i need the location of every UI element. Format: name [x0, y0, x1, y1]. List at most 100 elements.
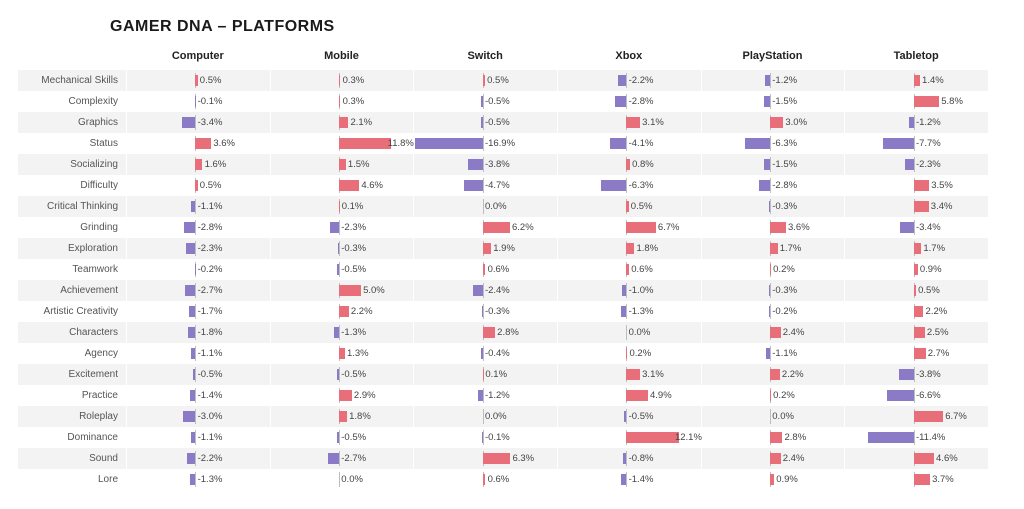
bar-negative	[481, 348, 483, 359]
chart-grid: ComputerMobileSwitchXboxPlayStationTable…	[18, 46, 988, 490]
value-label: -1.2%	[772, 70, 797, 91]
value-label: 3.6%	[788, 217, 810, 238]
bar-positive	[626, 117, 640, 128]
bar-positive	[914, 96, 939, 107]
chart-cell: -1.5%	[701, 154, 845, 175]
bar-negative	[622, 285, 626, 296]
bar-negative	[464, 180, 483, 191]
axis-line	[626, 178, 627, 193]
chart-cell: -1.2%	[413, 385, 557, 406]
chart-cell: 1.9%	[413, 238, 557, 259]
row-label: Roleplay	[18, 406, 126, 427]
value-label: -0.2%	[772, 301, 797, 322]
value-label: -6.3%	[772, 133, 797, 154]
column-header: PlayStation	[701, 46, 845, 70]
axis-line	[339, 241, 340, 256]
value-label: 0.8%	[632, 154, 654, 175]
value-label: 2.4%	[783, 448, 805, 469]
chart-cell: -0.5%	[413, 91, 557, 112]
chart-cell: 4.6%	[844, 448, 988, 469]
chart-cell: 1.7%	[844, 238, 988, 259]
axis-line	[770, 94, 771, 109]
value-label: 0.0%	[341, 469, 363, 490]
axis-line	[626, 283, 627, 298]
chart-cell: 0.6%	[557, 259, 701, 280]
chart-cell: -2.2%	[557, 70, 701, 91]
bar-positive	[339, 96, 340, 107]
chart-cell: -1.3%	[557, 301, 701, 322]
value-label: -0.3%	[772, 196, 797, 217]
chart-cell: 0.8%	[557, 154, 701, 175]
bar-negative	[330, 222, 339, 233]
bar-negative	[481, 96, 483, 107]
chart-cell: 0.9%	[701, 469, 845, 490]
chart-cell: -1.1%	[126, 427, 270, 448]
chart-cell: 2.2%	[844, 301, 988, 322]
value-label: 1.6%	[205, 154, 227, 175]
bar-positive	[339, 117, 348, 128]
bar-positive	[339, 348, 345, 359]
axis-line	[339, 220, 340, 235]
bar-positive	[914, 327, 925, 338]
axis-line	[626, 304, 627, 319]
value-label: 3.1%	[642, 112, 664, 133]
bar-negative	[759, 180, 770, 191]
value-label: -1.1%	[198, 196, 223, 217]
axis-line	[483, 157, 484, 172]
axis-line	[914, 115, 915, 130]
bar-negative	[478, 390, 483, 401]
axis-line	[195, 304, 196, 319]
value-label: 12.1%	[675, 427, 702, 448]
bar-negative	[338, 243, 339, 254]
value-label: 1.4%	[922, 70, 944, 91]
value-label: 3.7%	[932, 469, 954, 490]
header-spacer	[18, 46, 126, 70]
chart-cell: -16.9%	[413, 133, 557, 154]
chart-cell: -1.0%	[557, 280, 701, 301]
chart-cell: 2.8%	[701, 427, 845, 448]
value-label: -4.7%	[485, 175, 510, 196]
bar-positive	[914, 264, 918, 275]
chart-cell: -2.3%	[844, 154, 988, 175]
bar-positive	[626, 369, 640, 380]
value-label: 0.0%	[485, 406, 507, 427]
value-label: -0.5%	[198, 364, 223, 385]
bar-positive	[483, 222, 510, 233]
axis-line	[339, 472, 340, 487]
value-label: -1.7%	[198, 301, 223, 322]
value-label: -16.9%	[485, 133, 515, 154]
bar-negative	[473, 285, 483, 296]
bar-positive	[914, 243, 921, 254]
bar-positive	[914, 411, 943, 422]
value-label: 0.9%	[920, 259, 942, 280]
bar-negative	[334, 327, 339, 338]
axis-line	[339, 451, 340, 466]
bar-negative	[468, 159, 483, 170]
chart-cell: -0.1%	[126, 91, 270, 112]
chart-cell: -11.4%	[844, 427, 988, 448]
column-header: Mobile	[270, 46, 414, 70]
chart-cell: -2.8%	[701, 175, 845, 196]
value-label: -2.3%	[341, 217, 366, 238]
value-label: -2.8%	[198, 217, 223, 238]
axis-line	[626, 73, 627, 88]
bar-positive	[339, 306, 349, 317]
value-label: 2.9%	[354, 385, 376, 406]
value-label: -0.4%	[485, 343, 510, 364]
bar-positive	[626, 201, 628, 212]
value-label: -3.0%	[198, 406, 223, 427]
bar-negative	[764, 96, 770, 107]
chart-cell: 0.1%	[270, 196, 414, 217]
chart-cell: 2.2%	[701, 364, 845, 385]
value-label: -0.5%	[341, 427, 366, 448]
axis-line	[914, 157, 915, 172]
chart-cell: -6.6%	[844, 385, 988, 406]
chart-cell: 0.1%	[413, 364, 557, 385]
chart-cell: 0.5%	[126, 175, 270, 196]
value-label: 1.7%	[780, 238, 802, 259]
bar-negative	[190, 390, 196, 401]
chart-cell: 5.8%	[844, 91, 988, 112]
value-label: 0.0%	[772, 406, 794, 427]
value-label: 4.6%	[936, 448, 958, 469]
axis-line	[770, 346, 771, 361]
